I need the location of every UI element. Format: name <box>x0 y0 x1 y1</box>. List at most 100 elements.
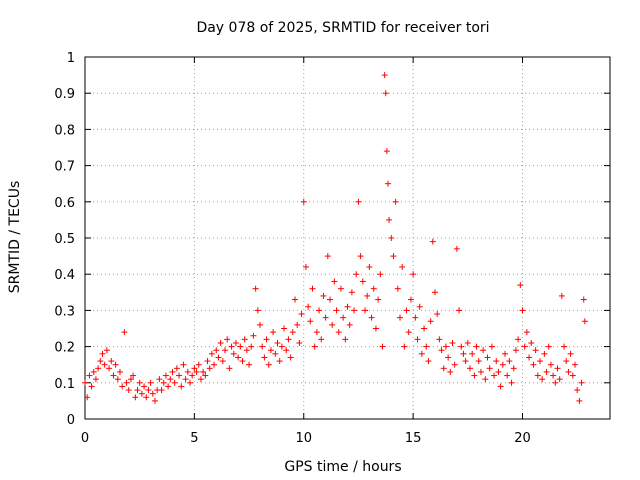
data-point <box>267 347 274 354</box>
data-point <box>534 372 541 379</box>
data-point <box>382 90 389 97</box>
data-point <box>125 387 132 394</box>
data-point <box>88 383 95 390</box>
data-point <box>327 296 333 303</box>
data-point <box>510 365 517 372</box>
data-point <box>261 354 268 361</box>
data-point <box>99 350 106 357</box>
data-point <box>451 361 458 368</box>
data-point <box>473 343 480 350</box>
data-point <box>399 263 406 270</box>
data-point <box>427 318 434 325</box>
data-point <box>232 339 239 346</box>
y-tick-label: 0.1 <box>54 377 75 392</box>
data-point <box>82 379 88 386</box>
data-point <box>243 347 250 354</box>
data-point <box>265 361 272 368</box>
data-point <box>200 368 207 375</box>
data-point <box>252 285 259 292</box>
data-point <box>160 379 167 386</box>
data-point <box>497 383 504 390</box>
data-point <box>92 376 99 383</box>
data-point <box>206 365 213 372</box>
data-point <box>322 314 329 321</box>
data-point <box>581 318 588 325</box>
data-point <box>152 397 158 404</box>
data-point <box>274 339 281 346</box>
data-point <box>464 339 471 346</box>
data-point <box>298 311 305 318</box>
data-point <box>523 329 530 336</box>
data-point <box>440 365 447 372</box>
data-point <box>294 321 301 328</box>
data-point <box>495 368 502 375</box>
data-point <box>550 372 557 379</box>
data-point <box>136 379 143 386</box>
data-point <box>211 361 218 368</box>
data-point <box>344 303 351 310</box>
data-point <box>482 376 489 383</box>
y-tick-label: 0.5 <box>54 232 75 247</box>
data-point <box>567 350 574 357</box>
data-point <box>204 358 211 365</box>
data-point <box>449 339 456 346</box>
data-point <box>517 282 524 289</box>
y-tick-label: 0.4 <box>54 268 75 283</box>
data-point <box>248 343 255 350</box>
data-point <box>337 285 344 292</box>
data-point <box>554 365 561 372</box>
data-point <box>561 343 568 350</box>
y-tick-label: 0.6 <box>54 196 75 211</box>
data-point <box>305 303 312 310</box>
data-point <box>375 296 382 303</box>
data-point <box>351 307 358 314</box>
data-point <box>156 376 163 383</box>
data-point <box>300 198 307 205</box>
data-point <box>342 336 349 343</box>
data-point <box>537 358 543 365</box>
data-point <box>239 358 246 365</box>
data-point <box>134 387 141 394</box>
data-point <box>372 325 379 332</box>
data-point <box>504 372 511 379</box>
data-point <box>193 368 200 375</box>
data-point <box>519 307 526 314</box>
data-point <box>556 376 563 383</box>
data-point <box>539 376 546 383</box>
data-point <box>176 372 183 379</box>
data-point <box>307 318 314 325</box>
data-point <box>169 368 176 375</box>
data-point <box>580 296 587 303</box>
data-point <box>302 263 309 270</box>
data-point <box>103 347 110 354</box>
y-axis-label: SRMTID / TECUs <box>7 181 23 294</box>
data-point <box>418 350 425 357</box>
data-point <box>434 311 441 318</box>
data-point <box>316 307 323 314</box>
data-point <box>526 354 533 361</box>
data-point <box>112 361 119 368</box>
data-point <box>127 376 134 383</box>
data-point <box>429 238 436 245</box>
data-point <box>381 72 388 79</box>
x-tick-label: 5 <box>190 431 198 446</box>
data-point <box>329 321 336 328</box>
grid <box>85 57 610 419</box>
data-point <box>257 321 263 328</box>
data-point <box>313 329 320 336</box>
data-point <box>436 336 443 343</box>
data-point <box>357 253 364 260</box>
data-point <box>383 148 390 155</box>
data-point <box>147 379 154 386</box>
x-axis-label: GPS time / hours <box>284 459 401 475</box>
data-point <box>346 321 353 328</box>
data-point <box>226 365 233 372</box>
data-point <box>97 358 104 365</box>
data-point <box>366 263 373 270</box>
data-point <box>259 343 266 350</box>
data-point <box>145 387 152 394</box>
data-point <box>114 376 121 383</box>
data-point <box>281 325 288 332</box>
data-point <box>469 350 476 357</box>
